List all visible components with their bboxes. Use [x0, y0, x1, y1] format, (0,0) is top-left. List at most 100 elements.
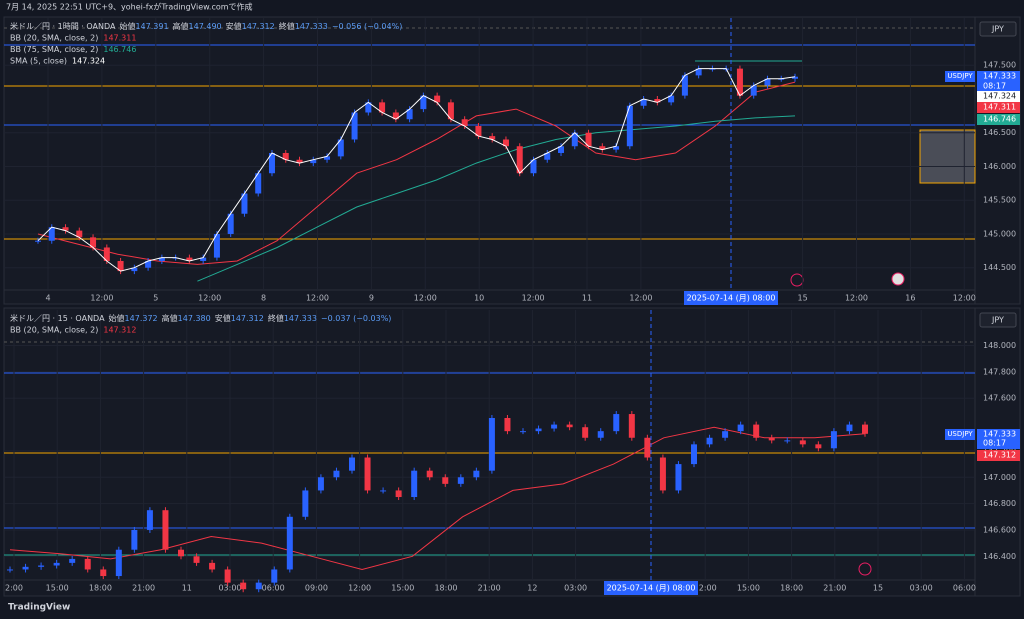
candle	[162, 510, 169, 550]
candle	[337, 139, 344, 157]
candle	[200, 257, 207, 261]
candle	[599, 146, 606, 150]
indicator-tag	[977, 91, 1020, 102]
time-label: 03:00	[564, 584, 587, 593]
price-tick-label: 146.500	[983, 128, 1016, 137]
candle	[240, 582, 247, 590]
indicator-tag-value: 147.311	[983, 103, 1016, 112]
ticker-tag	[945, 71, 975, 82]
legend-item: 始値	[109, 313, 125, 323]
crosshair-label-bg	[604, 581, 698, 595]
candle	[668, 95, 675, 103]
legend-item: 147.311	[103, 33, 136, 42]
candle	[351, 112, 358, 140]
time-label: 09:00	[305, 584, 328, 593]
candle	[530, 159, 537, 174]
time-label: 06:00	[953, 584, 976, 593]
price-tick-label: 147.000	[983, 473, 1016, 482]
candle	[815, 444, 822, 449]
price-tick-label: 144.500	[983, 263, 1016, 272]
candle	[7, 569, 13, 571]
legend-symbol: 米ドル／円 · 15 · OANDA 始値147.372 高値147.380 安値14…	[10, 313, 391, 323]
price-tick-label: 146.400	[983, 552, 1016, 561]
candle	[38, 565, 45, 567]
legend-indicator: BB (20, SMA, close, 2) 147.312	[10, 325, 136, 334]
currency-box	[979, 21, 1017, 37]
time-label: 12:00	[198, 294, 221, 303]
candle	[695, 68, 702, 76]
ticker: USDJPY	[947, 72, 973, 80]
candle	[571, 132, 578, 147]
candle	[90, 237, 97, 248]
candle	[53, 562, 60, 566]
legend-item: 147.324	[72, 56, 105, 65]
candle	[193, 556, 200, 563]
candle	[722, 431, 729, 438]
legend-item: 始値	[119, 21, 135, 31]
legend-item: 米ドル／円 · 15 · OANDA	[10, 313, 105, 323]
candle	[117, 260, 124, 272]
currency-box	[979, 312, 1017, 328]
currency: JPY	[991, 316, 1004, 325]
candle	[654, 98, 661, 103]
time-label: 12:00	[414, 294, 437, 303]
legend-item: 高値	[162, 313, 178, 323]
legend-item: −0.056 (−0.04%)	[332, 22, 403, 31]
last-price: 147.333	[983, 72, 1016, 81]
candle	[582, 427, 589, 438]
time-label: 03:00	[218, 584, 241, 593]
last-price: 147.333	[983, 430, 1016, 439]
candle	[282, 152, 289, 160]
candle	[224, 569, 231, 583]
candle	[613, 414, 620, 432]
legend-item: −0.037 (−0.03%)	[321, 314, 392, 323]
caption: 7月 14, 2025 22:51 UTC+9、yohei-fxがTrading…	[6, 2, 253, 12]
candle	[566, 424, 573, 428]
candle	[392, 112, 399, 120]
candle	[475, 125, 482, 137]
event-icon[interactable]	[891, 272, 905, 286]
candle	[84, 558, 91, 570]
candle	[784, 440, 791, 442]
legend-item: 147.372	[125, 314, 158, 323]
candle	[379, 102, 386, 113]
legend-item: 147.312	[242, 22, 275, 31]
time-label: 15	[798, 294, 808, 303]
legend-item: 147.380	[178, 314, 211, 323]
price-tick-label: 147.500	[983, 61, 1016, 70]
indicator-tag	[977, 450, 1020, 461]
candle	[502, 139, 509, 147]
candle	[457, 477, 464, 484]
legend-indicator: BB (20, SMA, close, 2) 147.311	[10, 33, 136, 42]
time-label: 5	[153, 294, 158, 303]
candle	[286, 516, 293, 570]
candle	[628, 414, 635, 438]
time-label: 12:00	[629, 294, 652, 303]
candle	[434, 95, 441, 103]
candle	[145, 260, 152, 268]
time-label: 15:00	[391, 584, 414, 593]
candle	[675, 464, 682, 491]
candle	[736, 68, 743, 96]
candle	[76, 230, 83, 238]
candle	[644, 437, 651, 458]
time-label: 12:00	[694, 584, 717, 593]
indicator-tag	[977, 102, 1020, 113]
event-icon[interactable]	[858, 562, 872, 576]
candle	[585, 132, 592, 147]
candle	[544, 152, 551, 160]
candle	[349, 457, 355, 471]
candle	[792, 76, 798, 79]
candle	[473, 470, 480, 478]
candle	[426, 470, 433, 478]
time-label: 15:00	[737, 584, 760, 593]
legend-item: SMA (5, close)	[10, 56, 67, 65]
price-tick-label: 146.800	[983, 499, 1016, 508]
legend-item: 147.333	[284, 314, 317, 323]
candle	[768, 437, 775, 441]
candle	[846, 424, 853, 432]
legend-item: 高値	[173, 21, 189, 31]
time-label: 12:00	[953, 294, 976, 303]
candle	[447, 102, 454, 120]
